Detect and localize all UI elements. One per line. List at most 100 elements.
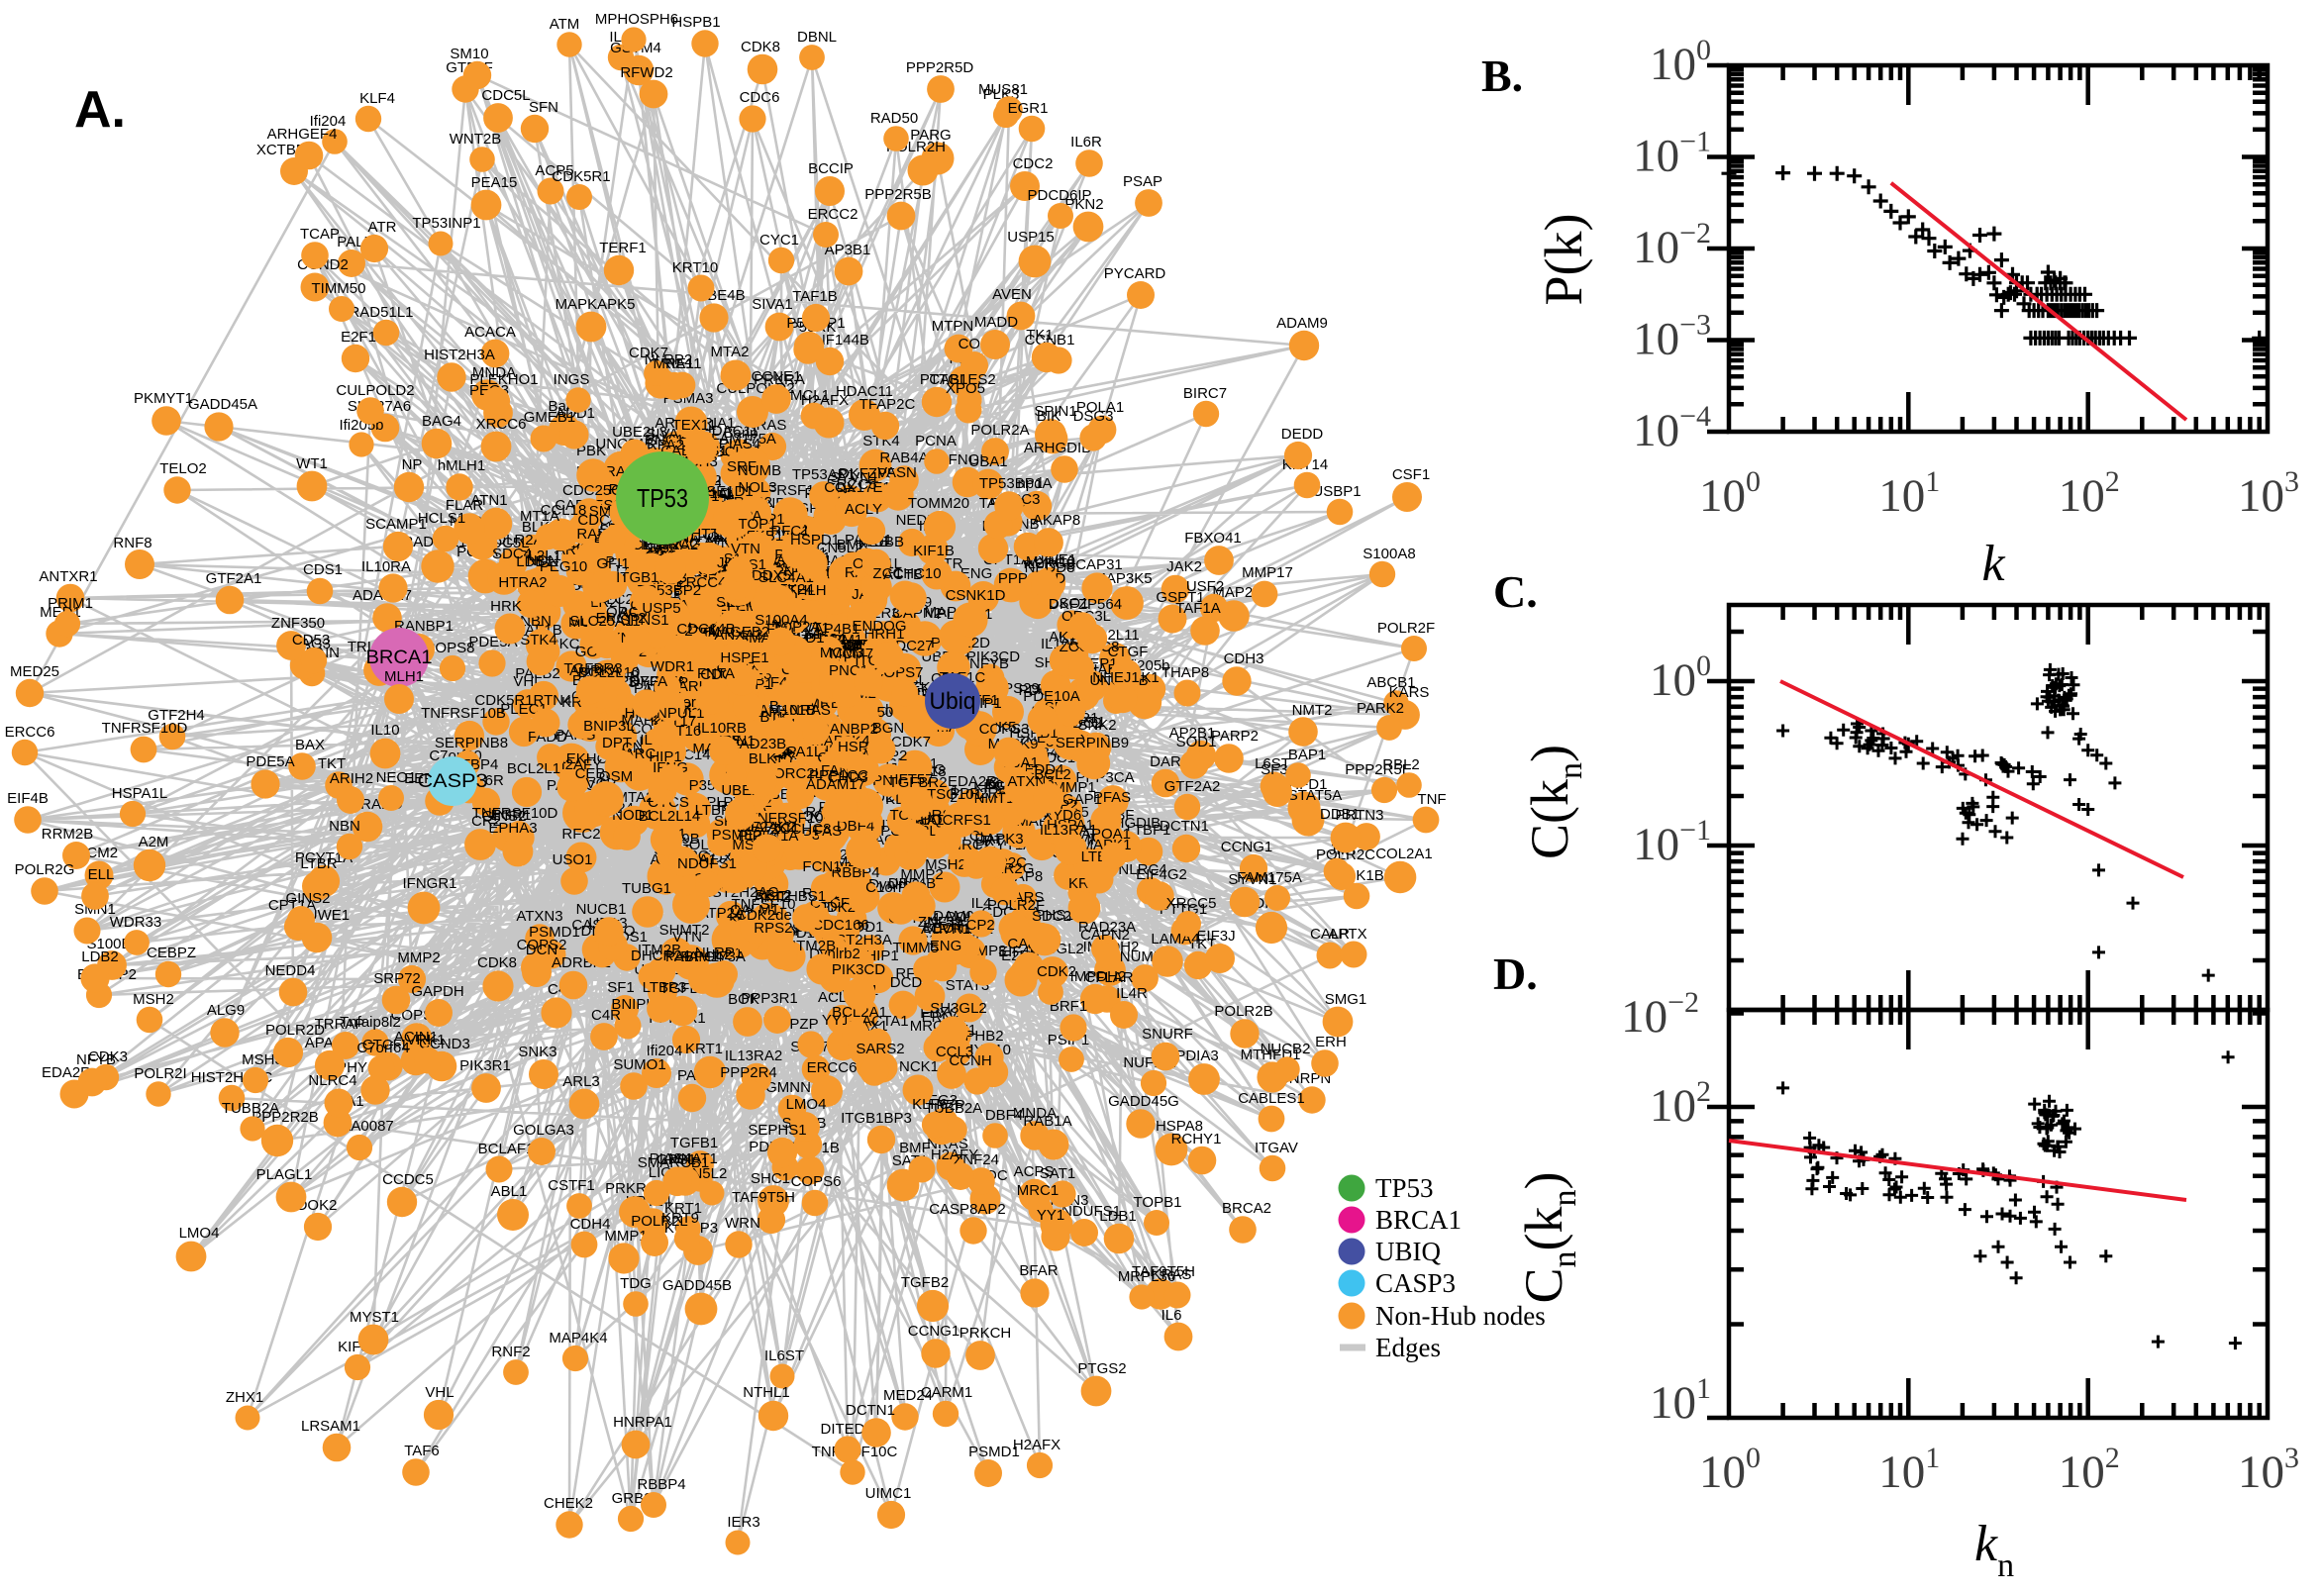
svg-text:PCYT1A: PCYT1A [295,849,353,866]
svg-text:P(k): P(k) [1534,214,1593,306]
svg-text:ARHGDIB: ARHGDIB [1024,440,1091,456]
svg-text:CTGF: CTGF [1108,644,1149,660]
svg-text:MSH3: MSH3 [242,1051,283,1068]
svg-text:PPP2R5B: PPP2R5B [864,186,932,203]
svg-text:HCLS1: HCLS1 [418,510,465,527]
svg-text:IL10RA: IL10RA [361,558,411,575]
svg-text:PLAGL1: PLAGL1 [256,1166,313,1183]
svg-text:CABLES1: CABLES1 [1238,1090,1305,1107]
svg-text:DHCR24: DHCR24 [631,948,690,964]
svg-text:PCNA: PCNA [915,433,957,449]
svg-text:MMP2: MMP2 [900,866,943,883]
svg-text:k: k [1981,536,2005,592]
svg-text:BRCA1: BRCA1 [366,648,433,668]
svg-text:ERCC5: ERCC5 [827,476,877,493]
svg-text:NRAS: NRAS [789,702,831,719]
svg-text:HIP1: HIP1 [649,748,681,765]
svg-text:ANXA3: ANXA3 [714,627,762,644]
svg-text:TNFRSF10D: TNFRSF10D [472,805,558,822]
svg-text:RNF2: RNF2 [491,1344,530,1360]
svg-text:AURKA: AURKA [569,662,621,679]
svg-text:NCK1: NCK1 [899,1058,939,1075]
svg-text:COX17E1: COX17E1 [824,479,891,496]
svg-text:TEX11: TEX11 [672,417,717,434]
svg-text:FCN1: FCN1 [802,858,841,875]
svg-text:ERCC2: ERCC2 [808,206,858,223]
svg-text:VASN: VASN [877,464,917,481]
svg-text:PSAP: PSAP [1123,173,1162,190]
svg-text:CDC5L: CDC5L [481,87,530,104]
svg-text:Non-Hub nodes: Non-Hub nodes [1375,1301,1546,1331]
svg-text:USF2: USF2 [1186,578,1224,595]
svg-text:PPP3R1: PPP3R1 [741,990,798,1007]
svg-text:DEDD: DEDD [1281,426,1324,443]
svg-text:POLR2I: POLR2I [134,1065,186,1082]
svg-text:MYH10: MYH10 [1026,553,1075,570]
svg-text:NHEJ1: NHEJ1 [1092,669,1140,686]
svg-text:SPIN1: SPIN1 [1034,403,1076,420]
svg-text:10−3: 10−3 [1633,309,1711,365]
svg-text:CD53: CD53 [292,632,330,648]
svg-text:A.: A. [74,81,126,139]
svg-text:IL2: IL2 [712,947,733,963]
svg-text:HIST2H3A: HIST2H3A [424,347,495,363]
svg-text:TKT: TKT [318,755,346,772]
svg-text:CDS1: CDS1 [303,561,343,578]
svg-text:RFC1: RFC1 [770,523,809,540]
svg-text:KARS: KARS [1389,684,1430,701]
svg-text:A2M: A2M [139,834,169,850]
svg-text:PIK3R1: PIK3R1 [459,1057,511,1074]
svg-text:PEA15: PEA15 [471,174,518,191]
svg-text:SE1D1: SE1D1 [706,483,754,500]
svg-text:TRRAP: TRRAP [315,1016,365,1033]
svg-text:CFLAR: CFLAR [1084,969,1133,986]
svg-text:MT1A: MT1A [520,508,559,525]
svg-text:Ifi204: Ifi204 [310,113,347,130]
svg-text:TNFRSF10C: TNFRSF10C [749,810,835,827]
svg-text:MADD: MADD [974,314,1018,331]
svg-text:WT1: WT1 [296,455,328,472]
svg-text:PABPC4: PABPC4 [665,948,723,965]
svg-text:102: 102 [2059,1442,2120,1498]
svg-text:NP: NP [402,456,423,473]
svg-text:POLR2L: POLR2L [631,1213,688,1230]
svg-text:PEG10: PEG10 [540,558,587,575]
svg-text:TAF6: TAF6 [404,1443,440,1459]
svg-text:VHL: VHL [425,1384,454,1401]
svg-text:TNF: TNF [1417,791,1446,808]
svg-text:CALM1: CALM1 [730,902,779,919]
svg-text:CDK5R1: CDK5R1 [552,168,610,185]
svg-text:LMO4: LMO4 [786,1096,827,1113]
svg-text:CDC2: CDC2 [1013,155,1054,172]
svg-text:TUBB2A: TUBB2A [222,1100,279,1117]
svg-text:SHC1: SHC1 [751,1170,790,1187]
svg-text:PPP1CC: PPP1CC [809,767,868,784]
svg-text:CDH3: CDH3 [1224,650,1264,667]
svg-text:PPP2R2B: PPP2R2B [252,1109,319,1126]
svg-text:KLF6: KLF6 [912,1096,948,1113]
svg-text:DSG3: DSG3 [1073,408,1114,425]
svg-text:FAM173A: FAM173A [680,948,746,965]
svg-text:IL4R: IL4R [1116,985,1148,1002]
svg-text:RBL2: RBL2 [755,887,792,904]
svg-text:FBXO41: FBXO41 [1184,530,1242,547]
svg-text:USBP1: USBP1 [1312,483,1361,500]
svg-text:SOD1: SOD1 [1176,734,1217,750]
svg-text:C4R: C4R [591,1007,621,1024]
svg-text:MRE11: MRE11 [654,355,702,372]
svg-text:MMP1: MMP1 [1053,779,1095,796]
svg-text:WRN: WRN [725,1215,760,1232]
svg-text:PYCARD: PYCARD [1104,265,1166,282]
svg-text:BRCA1: BRCA1 [1375,1205,1462,1235]
svg-text:TIMM50: TIMM50 [892,940,947,956]
svg-text:TOPB1: TOPB1 [1134,1194,1182,1211]
svg-text:MAPKAPK5: MAPKAPK5 [556,296,636,313]
svg-text:TELO2: TELO2 [159,460,207,477]
svg-text:FAM175A: FAM175A [711,431,776,448]
svg-text:WDR1: WDR1 [651,658,694,675]
svg-text:ATP2A2: ATP2A2 [699,905,754,922]
svg-text:GADD45A: GADD45A [188,396,257,413]
svg-text:ENG: ENG [930,938,962,954]
svg-text:ATM: ATM [550,16,580,33]
svg-text:MSH2: MSH2 [925,856,966,873]
